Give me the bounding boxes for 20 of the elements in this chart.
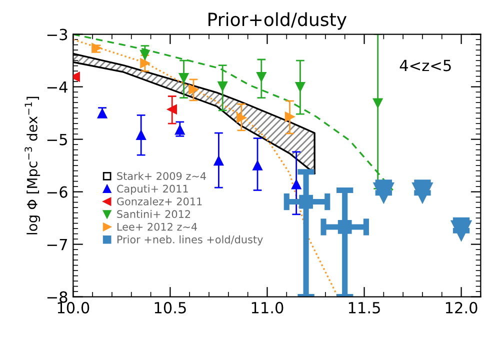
y-axis-title: log Φ [Mpc$^{−3}$ dex$^{−1}$] bbox=[24, 96, 40, 234]
y-tick-label: −6 bbox=[47, 186, 68, 198]
x-tick-label: 11.5 bbox=[348, 302, 380, 314]
x-tick-label: 12.0 bbox=[446, 302, 478, 314]
legend-label: Stark+ 2009 z~4 bbox=[117, 172, 206, 180]
legend-label: Caputi+ 2011 bbox=[117, 184, 188, 195]
y-tick-label: −7 bbox=[47, 238, 67, 250]
legend-label: Gonzalez+ 2011 bbox=[117, 197, 202, 206]
y-tick-label: −8 bbox=[47, 291, 68, 303]
y-tick-label: −3 bbox=[47, 28, 68, 40]
legend-label: Lee+ 2012 z~4 bbox=[117, 222, 197, 231]
annotation: 4<z<5 bbox=[400, 60, 451, 72]
chart-title: Prior+old/dusty bbox=[208, 12, 347, 30]
x-tick-label: 10.0 bbox=[58, 302, 90, 314]
legend-label: Santini+ 2012 bbox=[117, 210, 190, 218]
legend-label: Prior +neb. lines +old/dusty bbox=[117, 235, 263, 246]
x-tick-label: 10.5 bbox=[154, 302, 186, 314]
y-tick-label: −4 bbox=[47, 81, 68, 93]
y-tick-label: −5 bbox=[47, 134, 67, 146]
x-tick-label: 11.0 bbox=[252, 302, 284, 314]
